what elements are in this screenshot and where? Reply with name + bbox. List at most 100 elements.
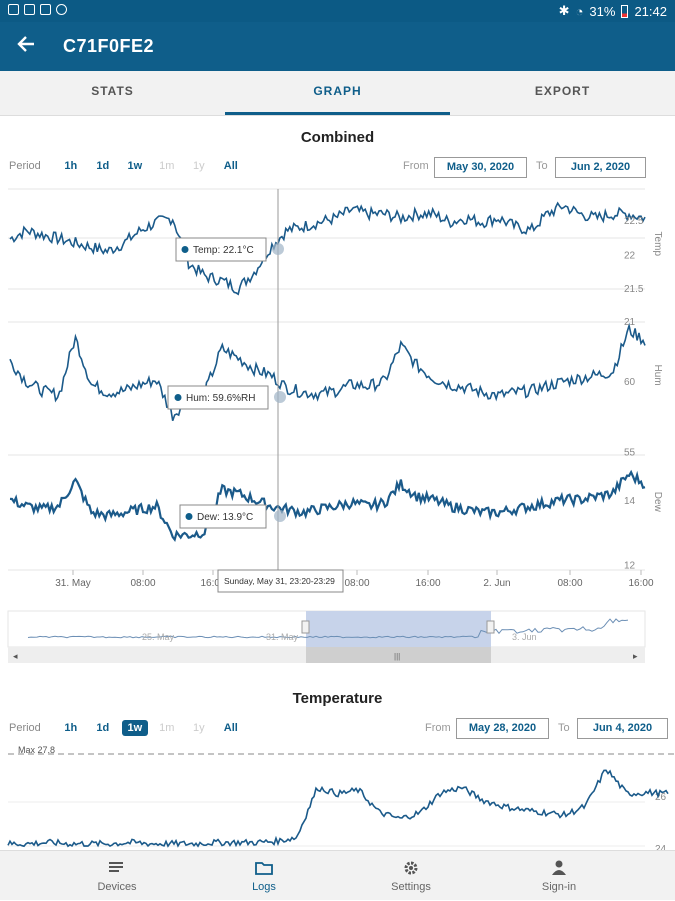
from-label: From [425, 722, 451, 734]
navigator-selection[interactable] [306, 611, 491, 647]
series-line-dew [9, 469, 646, 543]
to-date-field[interactable]: Jun 4, 2020 [577, 718, 668, 739]
notification-icon [24, 4, 35, 15]
list-icon [42, 851, 192, 875]
combined-chart[interactable]: 22.5 22 21.5 21 Temp 60 55 Hum 14 12 Dew 31. May 08… [0, 185, 675, 605]
nav-label: Devices [97, 881, 137, 893]
tab-stats[interactable]: STATS [91, 84, 134, 98]
period-1y-button[interactable]: 1y [192, 160, 205, 172]
time-tooltip: Sunday, May 31, 23:20-23:29 [217, 569, 344, 593]
x-tick-label: 08:00 [344, 578, 369, 589]
nav-label: Logs [252, 881, 276, 893]
y-tick-label: 12 [624, 560, 636, 571]
scrollbar-grip-icon: ||| [394, 652, 400, 661]
from-date-field[interactable]: May 28, 2020 [456, 718, 549, 739]
folder-icon [189, 851, 339, 875]
temp-hover-marker [272, 243, 284, 255]
y-axis-title: Hum [652, 365, 663, 386]
bluetooth-icon: ✱ [558, 3, 570, 18]
temp-tooltip-text: Temp: 22.1°C [193, 245, 254, 256]
from-label: From [403, 160, 429, 172]
period-1h-button[interactable]: 1h [64, 722, 78, 734]
battery-icon [621, 4, 629, 18]
y-tick-label: 22 [624, 251, 636, 262]
tab-bar: STATS GRAPH EXPORT [0, 71, 675, 116]
scroll-right-arrow-icon[interactable]: ▸ [633, 651, 638, 661]
x-tick-label: 16:00 [200, 578, 225, 589]
period-1h-button[interactable]: 1h [64, 160, 78, 172]
x-tick-label: 08:00 [557, 578, 582, 589]
tab-graph[interactable]: GRAPH [225, 71, 450, 116]
nav-label: Settings [391, 881, 431, 893]
navigator-right-handle[interactable] [486, 620, 495, 634]
hum-hover-marker [274, 391, 286, 403]
navigator-label: 3. Jun [512, 632, 537, 642]
temp-tooltip: Temp: 22.1°C [175, 237, 267, 262]
nav-settings[interactable]: Settings [336, 851, 486, 901]
tab-export[interactable]: EXPORT [534, 84, 591, 98]
x-tick-label: 16:00 [415, 578, 440, 589]
y-tick-label: 60 [624, 377, 636, 388]
period-all-button[interactable]: All [223, 722, 238, 734]
wifi-icon: ◔ [575, 3, 584, 19]
temperature-period-selector: Period 1h 1d 1w 1m 1y All [9, 720, 247, 736]
series-line-temp [9, 201, 646, 296]
y-tick-label: 21.5 [624, 284, 644, 295]
series-line-hum [9, 322, 646, 422]
clock: 21:42 [634, 3, 667, 19]
range-navigator[interactable]: 25. May 31. May 3. Jun ◂ ▸ ||| [0, 607, 675, 667]
to-label: To [536, 160, 548, 172]
period-all-button[interactable]: All [223, 160, 238, 172]
combined-chart-title: Combined [300, 129, 375, 146]
period-1y-button[interactable]: 1y [192, 722, 205, 734]
hum-tooltip: Hum: 59.6%RH [167, 385, 269, 410]
y-tick-label: 22.5 [624, 216, 644, 227]
period-1m-button[interactable]: 1m [159, 722, 175, 734]
y-axis-title: Dew [652, 492, 663, 513]
nav-logs[interactable]: Logs [189, 851, 339, 901]
period-1w-button[interactable]: 1w [121, 720, 148, 736]
bottom-navigation: Devices Logs Settings Sign-in [0, 850, 675, 900]
temperature-chart-title: Temperature [292, 690, 383, 707]
nav-sign-in[interactable]: Sign-in [484, 851, 634, 901]
navigator-left-handle[interactable] [301, 620, 310, 634]
x-tick-label: 08:00 [130, 578, 155, 589]
notification-icon [8, 4, 19, 15]
app-bar: C71F0FE2 [0, 22, 675, 71]
notification-icon [40, 4, 51, 15]
x-tick-label: 2. Jun [483, 578, 510, 589]
period-label: Period [9, 160, 41, 172]
gear-icon [336, 851, 486, 875]
temperature-chart[interactable]: Max 27.8 26 24 [0, 742, 675, 850]
page-title: C71F0FE2 [63, 36, 155, 56]
period-label: Period [9, 722, 41, 734]
dew-tooltip: Dew: 13.9°C [179, 504, 267, 529]
nav-devices[interactable]: Devices [42, 851, 192, 901]
navigator-label: 31. May [266, 632, 299, 642]
combined-period-selector: Period 1h 1d 1w 1m 1y All [9, 160, 247, 172]
to-date-field[interactable]: Jun 2, 2020 [555, 157, 646, 178]
nav-label: Sign-in [541, 881, 577, 893]
period-1m-button[interactable]: 1m [159, 160, 175, 172]
period-1w-button[interactable]: 1w [127, 160, 143, 172]
period-1d-button[interactable]: 1d [96, 160, 110, 172]
back-arrow-icon[interactable] [16, 34, 36, 60]
y-axis-title: Temp [652, 232, 663, 257]
y-tick-label: 24 [655, 844, 667, 850]
hum-tooltip-text: Hum: 59.6%RH [186, 393, 255, 404]
scroll-left-arrow-icon[interactable]: ◂ [13, 651, 18, 661]
notification-icon [56, 4, 67, 15]
dew-tooltip-text: Dew: 13.9°C [197, 512, 253, 523]
notification-icons [8, 4, 67, 15]
period-1d-button[interactable]: 1d [96, 722, 110, 734]
x-tick-label: 16:00 [628, 578, 653, 589]
navigator-scrollbar-thumb[interactable] [306, 647, 491, 663]
person-icon [484, 851, 634, 875]
y-tick-label: 26 [655, 792, 667, 803]
dew-hover-marker [274, 510, 286, 522]
from-date-field[interactable]: May 30, 2020 [434, 157, 527, 178]
status-bar: ✱ ◔ 31% 21:42 [0, 0, 675, 22]
x-tick-label: 31. May [55, 578, 91, 589]
to-label: To [558, 722, 570, 734]
navigator-label: 25. May [142, 632, 175, 642]
